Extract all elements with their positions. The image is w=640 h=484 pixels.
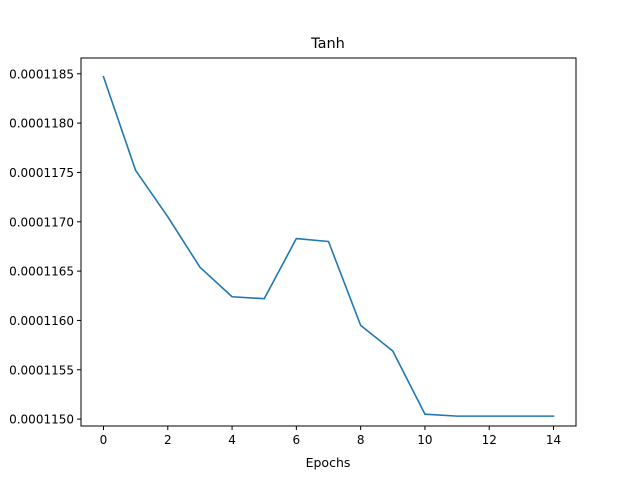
x-axis: 0 2 4 6 8 10 12 14: [100, 426, 561, 447]
y-tick-label: 0.0001155: [9, 363, 74, 377]
x-tick-label: 10: [417, 433, 432, 447]
x-tick-label: 6: [293, 433, 301, 447]
x-tick-label: 14: [546, 433, 561, 447]
x-tick-label: 8: [357, 433, 365, 447]
y-axis: 0.0001150 0.0001155 0.0001160 0.0001165 0.00…: [9, 67, 81, 427]
x-tick-label: 2: [164, 433, 172, 447]
plot-frame: [80, 57, 577, 427]
x-tick-label: 0: [100, 433, 108, 447]
y-tick-label: 0.0001165: [9, 265, 74, 279]
y-tick-label: 0.0001175: [9, 166, 74, 180]
x-tick-label: 12: [482, 433, 497, 447]
y-tick-label: 0.0001170: [9, 215, 74, 229]
x-axis-label: Epochs: [306, 455, 351, 470]
y-tick-label: 0.0001160: [9, 314, 74, 328]
y-tick-label: 0.0001185: [9, 67, 74, 81]
y-tick-label: 0.0001180: [9, 117, 74, 131]
series-line: [102, 75, 555, 417]
x-tick-label: 4: [228, 433, 236, 447]
chart-title: Tanh: [310, 36, 345, 52]
y-tick-label: 0.0001150: [9, 413, 74, 427]
